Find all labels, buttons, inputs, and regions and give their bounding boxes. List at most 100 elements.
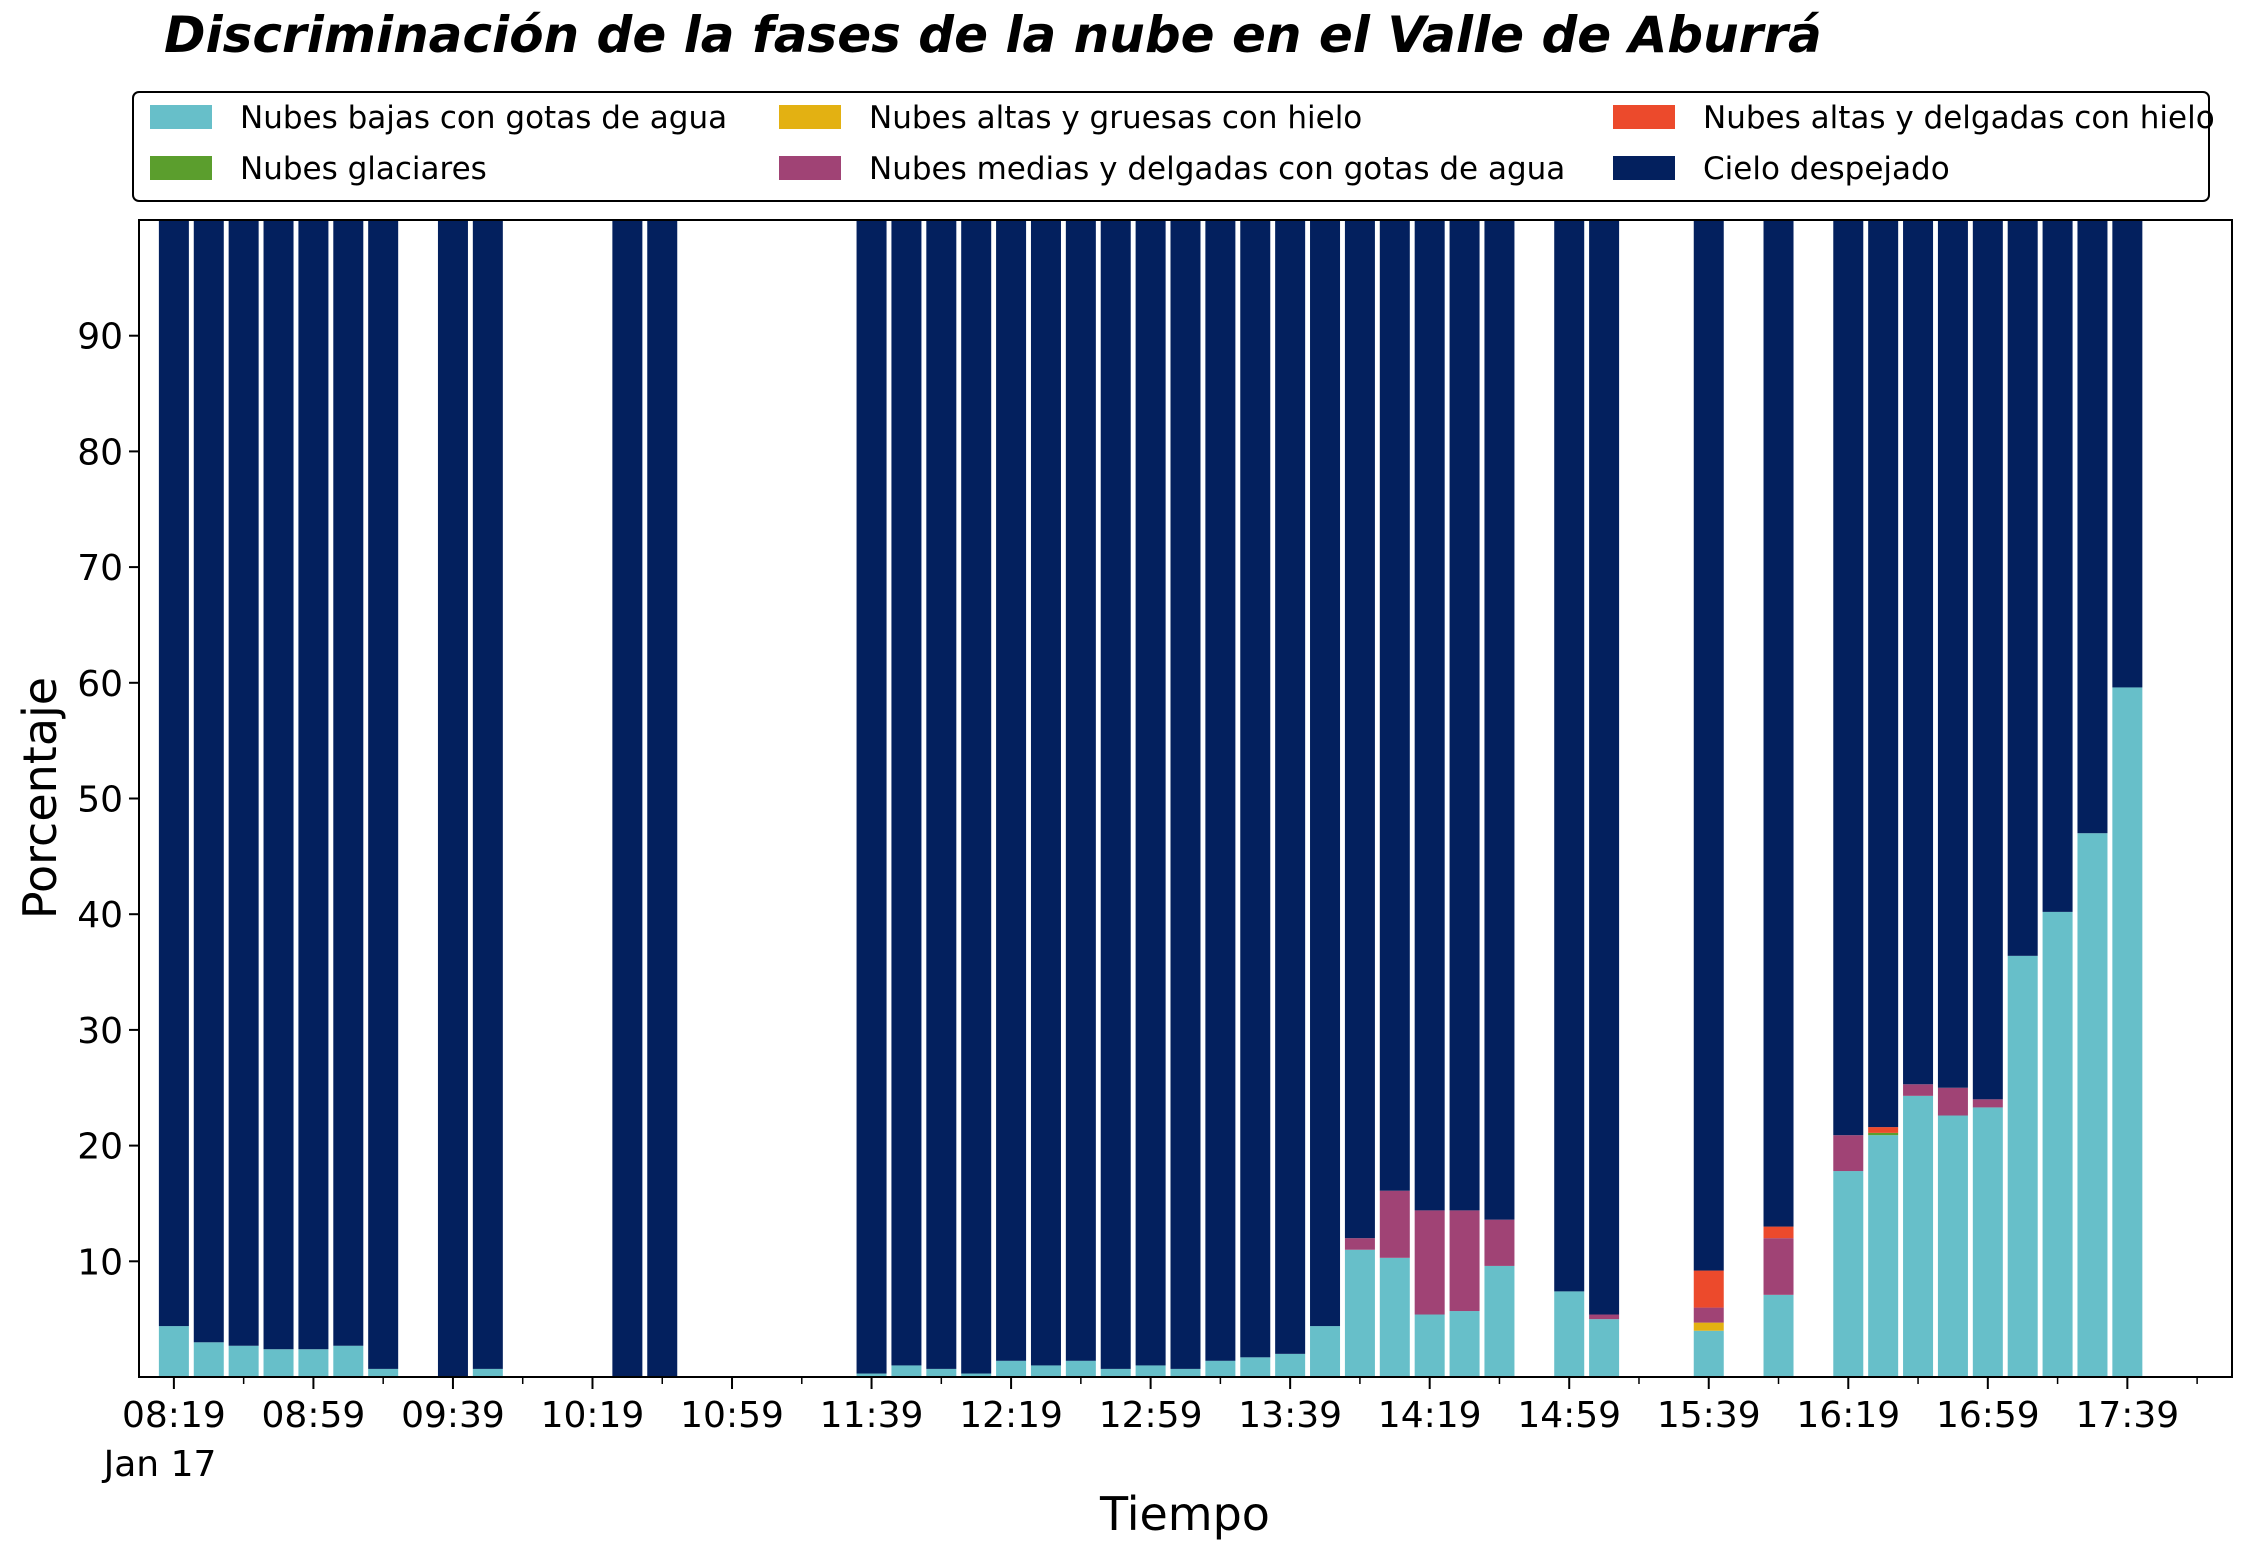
bar-1559-series-5 (1763, 220, 1794, 1227)
y-tick-label: 80 (77, 432, 123, 473)
bar-1219-series-5 (996, 220, 1027, 1361)
bar-0859-series-0 (298, 1349, 329, 1377)
y-tick-label: 10 (77, 1242, 123, 1283)
bar-1209-series-5 (961, 220, 992, 1374)
bar-0919-series-5 (368, 220, 399, 1369)
legend-swatch-1 (150, 156, 212, 180)
bar-1029-series-5 (612, 220, 643, 1377)
legend-label-3: Nubes medias y delgadas con gotas de agu… (869, 151, 1565, 187)
bar-0819-series-0 (158, 1326, 189, 1377)
bar-1729-series-5 (2077, 220, 2108, 834)
bar-1349-series-0 (1310, 1326, 1341, 1377)
legend-label-0: Nubes bajas con gotas de agua (240, 100, 727, 136)
bars-layer (158, 220, 2143, 1377)
chart-title: Discriminación de la fases de la nube en… (164, 6, 1822, 64)
legend-swatch-3 (779, 156, 841, 180)
bar-1339-series-5 (1275, 220, 1306, 1354)
bar-1539-series-2 (1693, 1322, 1724, 1331)
x-tick-label: 10:19 (541, 1395, 645, 1436)
bar-1359-series-3 (1344, 1238, 1375, 1250)
x-tick-label: 10:59 (680, 1395, 784, 1436)
legend-swatch-0 (150, 105, 212, 129)
bar-1419-series-3 (1414, 1210, 1445, 1315)
bar-1539-series-0 (1693, 1330, 1724, 1377)
bar-1239-series-5 (1065, 220, 1096, 1361)
bar-1359-series-5 (1344, 220, 1375, 1239)
bar-1159-series-5 (926, 220, 957, 1369)
x-tick-label: 16:59 (1936, 1395, 2040, 1436)
bar-1629-series-5 (1868, 220, 1899, 1128)
bar-1629-series-0 (1868, 1135, 1899, 1377)
y-tick-label: 30 (77, 1011, 123, 1052)
bar-0909-series-0 (333, 1345, 364, 1377)
bar-1559-series-4 (1763, 1226, 1794, 1239)
bar-1229-series-5 (1030, 220, 1061, 1366)
x-tick-label: 08:19 (122, 1395, 226, 1436)
bar-0849-series-0 (263, 1349, 294, 1377)
bar-1459-series-5 (1554, 220, 1585, 1292)
bar-1139-series-0 (856, 1373, 887, 1377)
y-tick-label: 50 (77, 780, 123, 821)
bar-1709-series-0 (2007, 955, 2038, 1377)
bar-1619-series-0 (1833, 1171, 1864, 1377)
bar-0919-series-0 (368, 1368, 399, 1377)
bar-1349-series-5 (1310, 220, 1341, 1327)
legend-label-4: Nubes altas y delgadas con hielo (1703, 100, 2215, 136)
bar-1719-series-5 (2042, 220, 2073, 912)
legend-swatch-4 (1613, 105, 1675, 129)
bar-1209-series-0 (961, 1373, 992, 1377)
bar-1249-series-0 (1100, 1368, 1131, 1377)
bar-1409-series-0 (1379, 1257, 1410, 1377)
bar-1439-series-5 (1484, 220, 1515, 1220)
bar-1639-series-5 (1903, 220, 1934, 1085)
x-axis-label: Tiempo (1099, 1487, 1270, 1541)
bar-0859-series-5 (298, 220, 329, 1350)
bar-1309-series-0 (1170, 1368, 1201, 1377)
bar-1259-series-0 (1135, 1365, 1166, 1377)
y-tick-label: 60 (77, 664, 123, 705)
bar-0949-series-5 (472, 220, 503, 1369)
bar-1139-series-5 (856, 220, 887, 1374)
bar-0849-series-5 (263, 220, 294, 1350)
bar-1739-series-5 (2112, 220, 2143, 688)
x-tick-label: 12:59 (1099, 1395, 1203, 1436)
bar-1539-series-4 (1693, 1270, 1724, 1308)
bar-1639-series-0 (1903, 1095, 1934, 1377)
bar-1159-series-0 (926, 1368, 957, 1377)
bar-0939-series-5 (437, 220, 468, 1377)
bar-1319-series-0 (1205, 1360, 1236, 1377)
bar-1429-series-5 (1449, 220, 1480, 1211)
bar-1409-series-3 (1379, 1190, 1410, 1258)
y-tick-label: 70 (77, 548, 123, 589)
legend-swatch-5 (1613, 156, 1675, 180)
bar-0829-series-0 (193, 1342, 224, 1377)
bar-1309-series-5 (1170, 220, 1201, 1369)
bar-1249-series-5 (1100, 220, 1131, 1369)
bar-1219-series-0 (996, 1360, 1027, 1377)
x-tick-label: 13:39 (1238, 1395, 1342, 1436)
bar-1459-series-0 (1554, 1291, 1585, 1377)
bar-1709-series-5 (2007, 220, 2038, 956)
bar-0839-series-5 (228, 220, 259, 1346)
y-axis-label: Porcentaje (13, 677, 67, 919)
x-tick-label: 12:19 (959, 1395, 1063, 1436)
legend-label-2: Nubes altas y gruesas con hielo (869, 100, 1362, 136)
bar-1639-series-3 (1903, 1084, 1934, 1096)
bar-1429-series-0 (1449, 1311, 1480, 1377)
bar-1659-series-3 (1972, 1099, 2003, 1108)
bar-1359-series-0 (1344, 1249, 1375, 1377)
bar-1329-series-5 (1240, 220, 1271, 1358)
bar-1629-series-4 (1868, 1127, 1899, 1133)
ticks-layer: 10 20 30 40 50 60 70 80 90 08:19 08:59 09:39 10:19 10… (77, 317, 2198, 1436)
bar-1319-series-5 (1205, 220, 1236, 1361)
bar-0909-series-5 (333, 220, 364, 1346)
bar-1509-series-5 (1589, 220, 1620, 1315)
bar-1719-series-0 (2042, 911, 2073, 1377)
y-tick-label: 20 (77, 1127, 123, 1168)
x-tick-label: 15:39 (1657, 1395, 1761, 1436)
bar-1539-series-5 (1693, 220, 1724, 1271)
bar-1539-series-3 (1693, 1307, 1724, 1323)
bar-1649-series-3 (1937, 1087, 1968, 1116)
bar-1339-series-0 (1275, 1353, 1306, 1377)
